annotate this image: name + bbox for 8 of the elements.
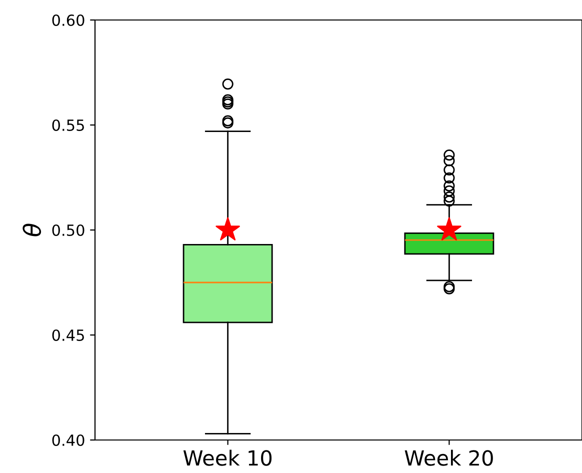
y-tick-label: 0.50 [52, 224, 84, 236]
x-tick-label: Week 20 [404, 450, 493, 466]
y-tick-label: 0.40 [52, 434, 84, 446]
y-axis-title: θ [22, 224, 42, 236]
y-tick-label: 0.60 [52, 14, 84, 26]
y-tick-label: 0.55 [52, 119, 84, 132]
y-tick-label: 0.45 [52, 329, 84, 342]
x-tick-label: Week 10 [183, 450, 272, 466]
